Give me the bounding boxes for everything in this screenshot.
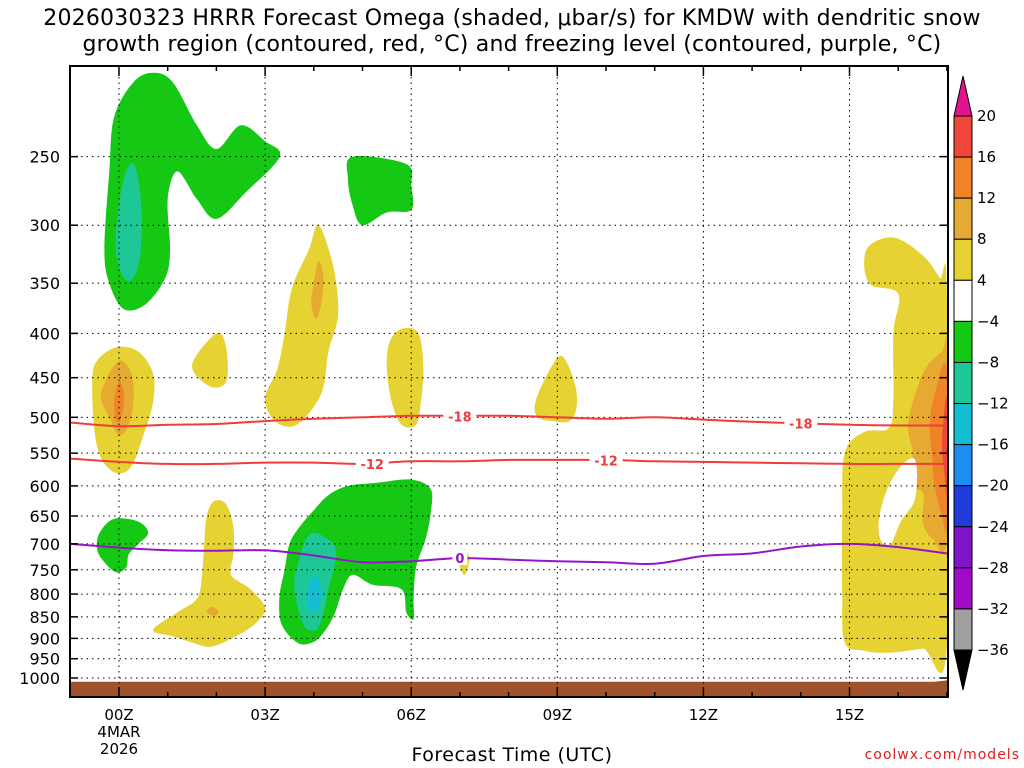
contour-label-bg	[784, 415, 818, 431]
omega-region-16	[206, 607, 219, 616]
omega-region-14	[96, 518, 149, 573]
colorbar-label-12: 12	[977, 189, 996, 207]
y-tick-label-1000: 1000	[19, 669, 60, 688]
y-tick-label-750: 750	[29, 561, 60, 580]
colorbar-label--8: −8	[977, 353, 999, 371]
contour-line-0	[70, 542, 948, 565]
contour-label-bg	[355, 455, 389, 471]
colorbar-bin--36--32	[953, 608, 973, 651]
y-tick-label-850: 850	[29, 608, 60, 627]
colorbar-bin--8--4	[953, 320, 973, 363]
chart-title: 2026030323 HRRR Forecast Omega (shaded, …	[0, 6, 1024, 58]
contour-layer: -18 -18 -12 -12 0	[70, 408, 948, 567]
omega-region-10	[534, 355, 578, 423]
contour-label-bg	[443, 408, 477, 424]
ground-surface	[70, 680, 948, 697]
x-tick-label-03Z: 03Z	[250, 706, 279, 724]
y-axis-ticks: 250 300 350 400 450 500 550 600 650 700 750 800 850 9…	[19, 148, 948, 688]
x-tick-label-00Z: 00Z	[104, 706, 133, 724]
y-tick-label-900: 900	[29, 629, 60, 648]
colorbar-bin-16-20	[953, 115, 973, 158]
colorbar-bin--24--20	[953, 485, 973, 528]
y-tick-label-700: 700	[29, 535, 60, 554]
x-tick-label-15Z: 15Z	[835, 706, 864, 724]
y-tick-label-650: 650	[29, 507, 60, 526]
y-tick-label-300: 300	[29, 216, 60, 235]
chart-title-line-1: 2026030323 HRRR Forecast Omega (shaded, …	[43, 6, 981, 31]
y-tick-label-450: 450	[29, 369, 60, 388]
contour-label--18-0: -18	[448, 411, 472, 426]
x-tick-label-06Z: 06Z	[397, 706, 426, 724]
y-tick-label-600: 600	[29, 477, 60, 496]
colorbar-label-20: 20	[977, 107, 996, 125]
y-tick-label-800: 800	[29, 585, 60, 604]
contour-line--12	[70, 457, 947, 466]
colorbar-label--4: −4	[977, 312, 999, 330]
colorbar-label--24: −24	[977, 518, 1009, 536]
date-label-year: 2026	[100, 740, 138, 758]
omega-region-22	[878, 457, 918, 546]
colorbar-bin-12-16	[953, 156, 973, 199]
omega-region-3	[265, 224, 339, 427]
omega-region-2	[346, 155, 414, 226]
colorbar-bin--4-4	[953, 279, 973, 322]
x-tick-label-12Z: 12Z	[689, 706, 718, 724]
colorbar-label--32: −32	[977, 600, 1009, 618]
y-tick-label-550: 550	[29, 444, 60, 463]
colorbar-label--28: −28	[977, 559, 1009, 577]
omega-region-15	[153, 500, 266, 647]
y-tick-label-350: 350	[29, 274, 60, 293]
credit-link[interactable]: coolwx.com/models	[864, 747, 1020, 763]
colorbar-label--12: −12	[977, 395, 1009, 413]
contour-label--18-1: -18	[789, 417, 813, 432]
x-axis-label: Forecast Time (UTC)	[411, 744, 613, 766]
contour-label--12-0: -12	[360, 458, 384, 473]
omega-region-21	[942, 396, 948, 496]
colorbar-bottom-triangle	[953, 649, 973, 691]
chart-title-line-2: growth region (contoured, red, °C) and f…	[82, 32, 942, 57]
omega-region-13	[306, 574, 322, 613]
colorbar-bin--32--28	[953, 567, 973, 610]
omega-region-0	[104, 72, 281, 311]
colorbar-bin--28--24	[953, 526, 973, 569]
colorbar-label-4: 4	[977, 271, 987, 289]
x-tick-label-09Z: 09Z	[543, 706, 572, 724]
omega-region-9	[386, 327, 424, 428]
colorbar-label--16: −16	[977, 436, 1009, 454]
contour-label-bg	[452, 550, 468, 566]
y-tick-label-500: 500	[29, 408, 60, 427]
y-tick-label-250: 250	[29, 148, 60, 167]
colorbar-bin--16--12	[953, 403, 973, 446]
omega-region-18	[841, 237, 948, 674]
colorbar-bin-8-12	[953, 197, 973, 240]
contour-label-bg	[589, 452, 623, 468]
omega-region-5	[192, 332, 228, 388]
colorbar: 20 16 12 8 4 −4 −8 −12 −16 −20 −24 −28 −32 −36	[953, 75, 1009, 691]
colorbar-label-8: 8	[977, 230, 987, 248]
omega-shading-layer	[92, 72, 948, 674]
colorbar-bin--20--16	[953, 444, 973, 487]
omega-region-1	[115, 163, 142, 281]
contour-label-0-0: 0	[455, 552, 464, 567]
colorbar-label--36: −36	[977, 641, 1009, 659]
colorbar-label-16: 16	[977, 148, 996, 166]
y-tick-label-950: 950	[29, 650, 60, 669]
contour-label--12-1: -12	[594, 455, 618, 470]
omega-region-4	[311, 260, 324, 319]
colorbar-label--20: −20	[977, 477, 1009, 495]
colorbar-bin-4-8	[953, 238, 973, 281]
colorbar-top-triangle	[953, 75, 973, 117]
date-label-day: 4MAR	[97, 723, 140, 741]
y-tick-label-400: 400	[29, 324, 60, 343]
ground-layer	[70, 680, 948, 697]
colorbar-bin--12--8	[953, 361, 973, 405]
omega-region-20	[929, 362, 948, 533]
